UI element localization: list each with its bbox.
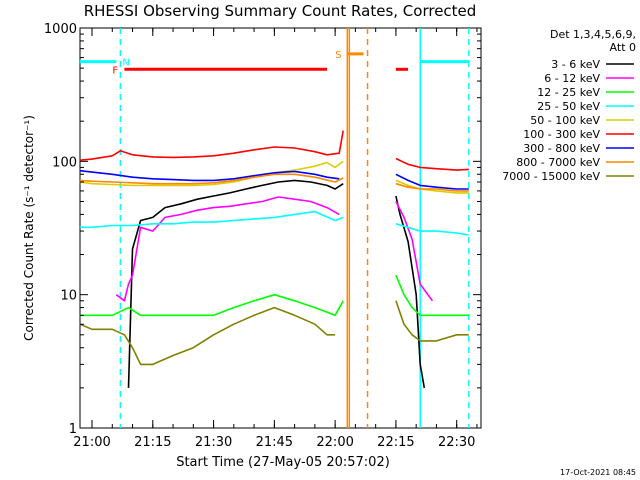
legend-label: 3 - 6 keV xyxy=(551,58,600,71)
flag-label: N xyxy=(122,58,129,69)
vertical-markers xyxy=(119,28,470,428)
x-tick-label: 21:45 xyxy=(256,435,293,450)
flag-label: S xyxy=(335,50,341,61)
flag-label: F xyxy=(112,65,118,76)
x-tick-label: 22:15 xyxy=(377,435,414,450)
series-line xyxy=(79,306,336,366)
legend-label: 300 - 800 keV xyxy=(523,142,600,155)
y-tick-label: 10 xyxy=(60,289,77,304)
legend-label: 800 - 7000 keV xyxy=(516,156,600,169)
series-line xyxy=(115,196,340,302)
series-line xyxy=(79,160,344,187)
detectors-label: Det 1,3,4,5,6,9, xyxy=(550,28,636,41)
series-line xyxy=(79,169,340,182)
series-line xyxy=(79,210,344,229)
x-tick-label: 21:15 xyxy=(134,435,171,450)
chart-title: RHESSI Observing Summary Count Rates, Co… xyxy=(84,2,477,20)
x-tick-label: 21:30 xyxy=(195,435,232,450)
y-tick-label: 1 xyxy=(69,422,77,437)
x-tick-label: 22:30 xyxy=(438,435,475,450)
series-line-after-gap xyxy=(395,182,469,192)
series-lines xyxy=(79,130,469,389)
series-line-after-gap xyxy=(395,157,469,171)
series-line-after-gap xyxy=(395,179,469,194)
attenuator-label: Att 0 xyxy=(610,41,636,54)
y-axis-label: Corrected Count Rate (s⁻¹ detector⁻¹) xyxy=(22,115,36,341)
series-line-after-gap xyxy=(395,201,434,302)
legend-label: 6 - 12 keV xyxy=(544,72,600,85)
x-axis-label: Start Time (27-May-05 20:57:02) xyxy=(176,455,390,470)
x-tick-label: 21:00 xyxy=(73,435,110,450)
series-line-after-gap xyxy=(395,274,469,317)
legend-label: 50 - 100 keV xyxy=(530,114,600,127)
axis-ticks: 1 10 100 1000 21:00 21:15 21:30 21:45 22:00 22:15… xyxy=(44,22,481,450)
legend-label: 100 - 300 keV xyxy=(523,128,600,141)
x-tick-label: 22:00 xyxy=(316,435,353,450)
legend-label: 7000 - 15000 keV xyxy=(502,170,600,183)
flag-bars: NF S xyxy=(79,50,469,76)
series-line xyxy=(79,293,344,317)
series-line-after-gap xyxy=(395,300,469,342)
legend-label: 12 - 25 keV xyxy=(537,86,600,99)
legend-label: 25 - 50 keV xyxy=(537,100,600,113)
series-line-after-gap xyxy=(395,173,469,190)
series-line-after-gap xyxy=(395,223,469,236)
series-line xyxy=(79,173,344,185)
y-tick-label: 1000 xyxy=(44,22,77,37)
footer-date: 17-Oct-2021 08:45 xyxy=(560,468,636,477)
y-tick-label: 100 xyxy=(52,155,77,170)
series-line xyxy=(127,179,344,388)
series-line xyxy=(79,130,344,161)
series-line-after-gap xyxy=(395,195,426,389)
